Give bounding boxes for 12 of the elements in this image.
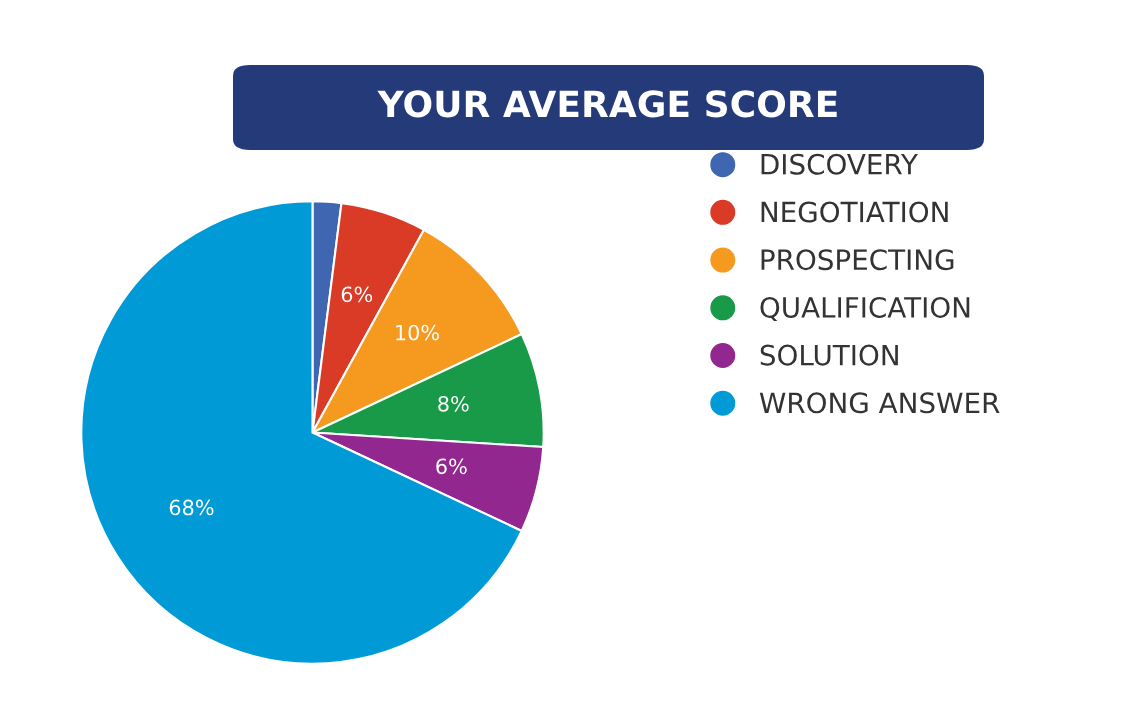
legend-label: WRONG ANSWER [759, 392, 1000, 414]
data-label: 68% [169, 499, 214, 516]
data-label: 8% [438, 395, 469, 412]
legend-label: PROSPECTING [761, 249, 954, 271]
legend-label: NEGOTIATION [761, 201, 948, 223]
data-label: 10% [396, 324, 439, 341]
legend-label: QUALIFICATION [760, 296, 970, 322]
chart-title: YOUR AVERAGE SCORE [377, 90, 837, 118]
legend-label: SOLUTION [760, 344, 898, 366]
legend-label: DISCOVERY [761, 153, 918, 175]
data-label: 6% [341, 286, 373, 303]
data-label: 6% [436, 458, 467, 475]
